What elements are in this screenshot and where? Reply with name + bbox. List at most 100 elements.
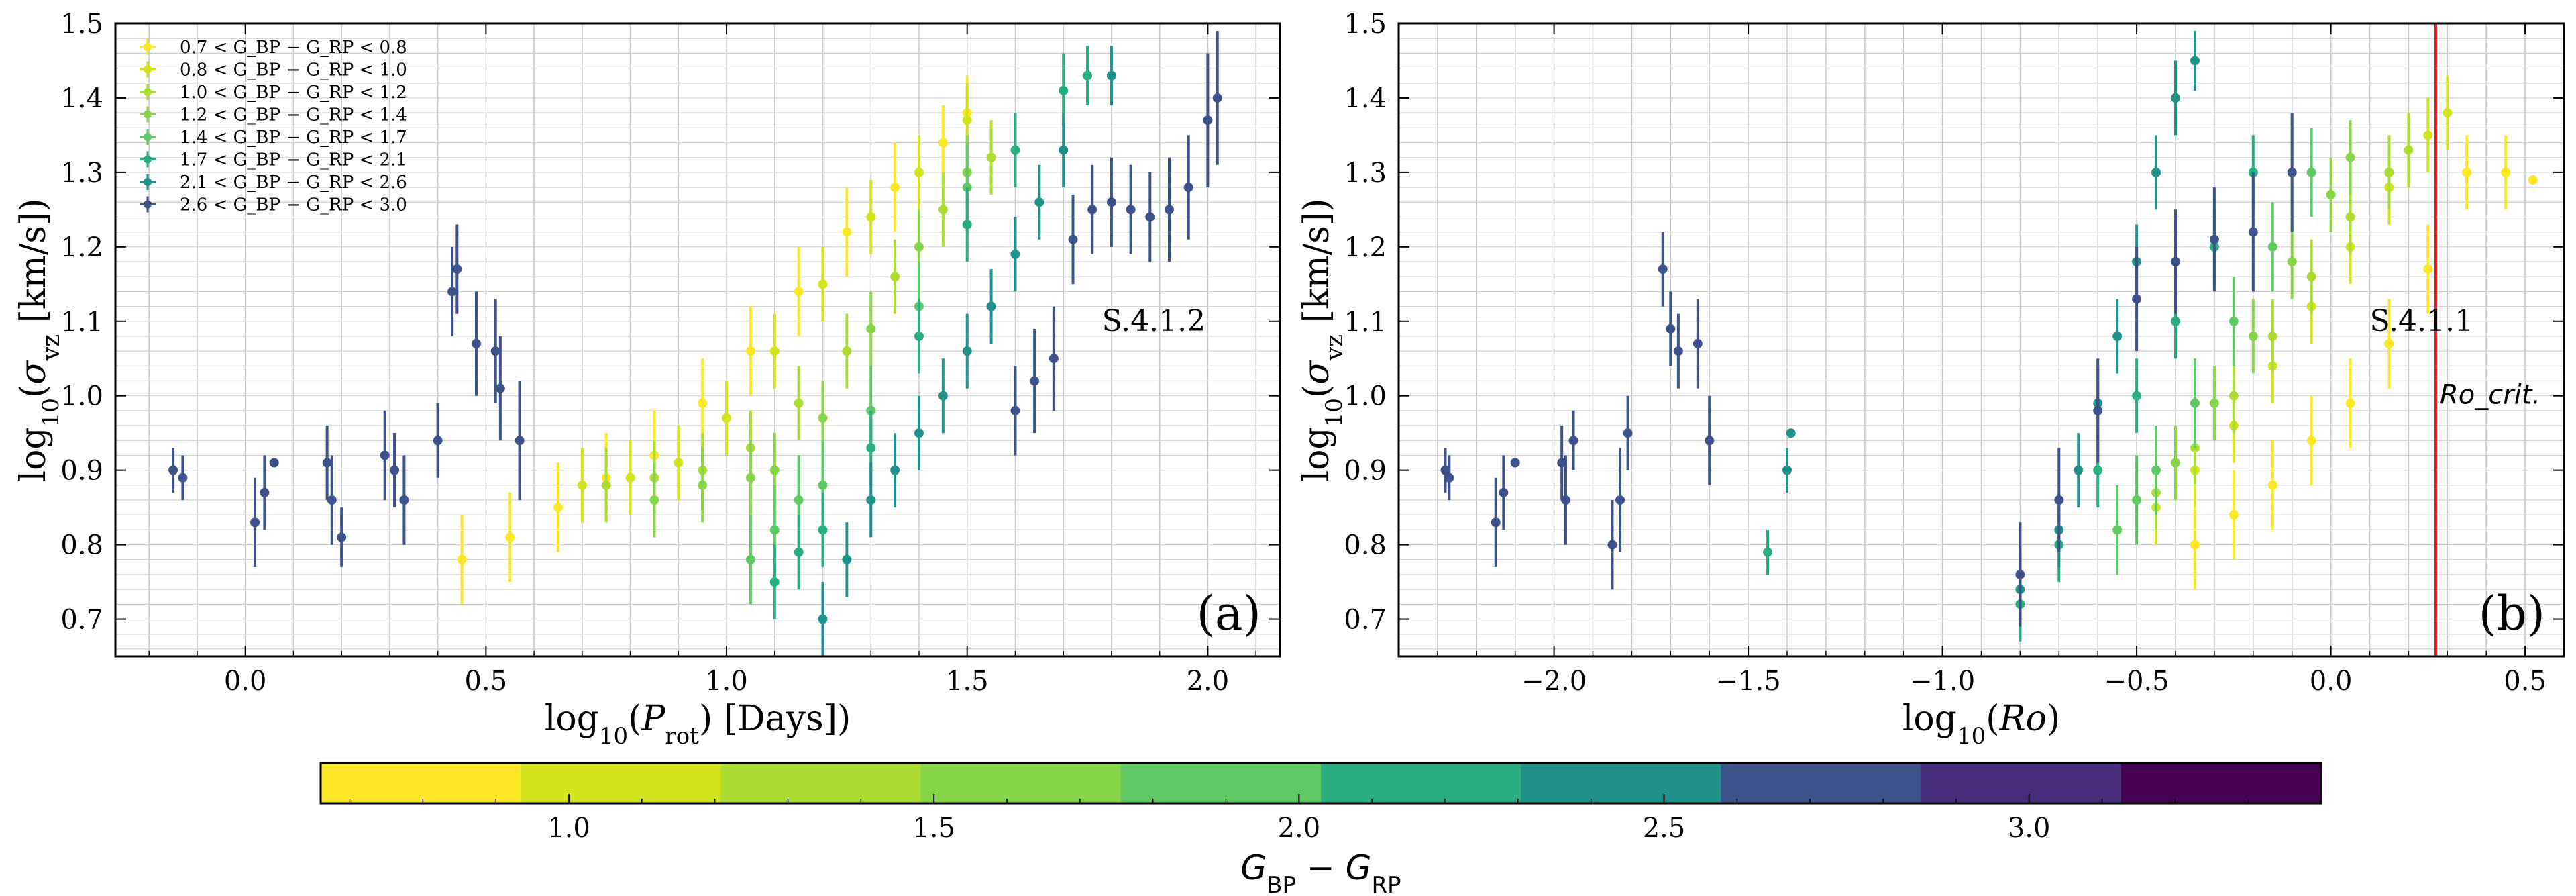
y-tick-label: 0.9 <box>1344 456 1387 487</box>
data-point <box>2384 339 2394 349</box>
x-tick-label: 0.5 <box>2504 666 2546 697</box>
colorbar-segment <box>1721 763 1922 803</box>
colorbar-label: GBP − GRP <box>1240 848 1401 896</box>
data-point <box>866 495 876 505</box>
data-point <box>2112 525 2123 535</box>
data-point <box>914 331 924 341</box>
data-point <box>625 472 635 483</box>
x-tick-label: −0.5 <box>2104 666 2169 697</box>
data-point <box>250 517 260 528</box>
data-point <box>2190 398 2200 408</box>
data-point <box>505 532 515 542</box>
grid <box>1398 23 2565 656</box>
data-point <box>818 614 828 624</box>
series-2 <box>577 83 972 523</box>
data-point <box>890 465 900 475</box>
data-point <box>962 346 972 356</box>
data-point <box>2528 175 2538 185</box>
colorbar-tick-label: 2.0 <box>1278 813 1321 844</box>
data-point <box>2171 316 2180 326</box>
data-point <box>178 472 188 483</box>
x-tick-label: 1.5 <box>946 666 989 697</box>
data-point <box>2229 510 2239 520</box>
x-tick-label: −1.0 <box>1910 666 1975 697</box>
data-point <box>769 525 780 535</box>
data-point <box>2093 405 2103 415</box>
series-5 <box>2112 128 2316 575</box>
data-point <box>2306 167 2316 177</box>
data-point <box>1203 115 1213 126</box>
data-point <box>1607 540 1617 550</box>
data-point <box>2345 212 2355 222</box>
data-point <box>2287 167 2297 177</box>
legend-entry: 1.7 < G_BP − G_RP < 2.1 <box>180 150 407 170</box>
x-tick-label: 1.0 <box>705 666 748 697</box>
data-point <box>769 465 780 475</box>
data-point <box>649 495 659 505</box>
data-point <box>2151 465 2161 475</box>
y-tick-label: 0.8 <box>60 530 103 561</box>
data-point <box>2287 257 2297 267</box>
data-point <box>890 183 900 193</box>
data-point <box>1560 495 1570 505</box>
y-tick-label: 1.1 <box>1344 307 1387 338</box>
data-point <box>2267 480 2277 490</box>
data-point <box>986 152 996 162</box>
y-tick-label: 0.8 <box>1344 530 1387 561</box>
x-tick-label: −2.0 <box>1521 666 1587 697</box>
data-point <box>1658 264 1668 275</box>
data-point <box>457 554 467 564</box>
data-point <box>794 495 804 505</box>
data-point <box>553 503 563 513</box>
data-point <box>2132 495 2142 505</box>
data-point <box>1059 145 1069 155</box>
colorbar-segment <box>521 763 721 803</box>
legend-entry: 0.8 < G_BP − G_RP < 1.0 <box>180 60 407 81</box>
data-point <box>472 339 482 349</box>
data-point <box>842 346 852 356</box>
data-point <box>818 525 828 535</box>
annotation: S.4.1.2 <box>1102 304 1206 338</box>
legend-marker <box>144 43 152 51</box>
colorbar-segment <box>321 763 521 803</box>
data-point <box>938 138 948 148</box>
data-point <box>1034 197 1044 207</box>
data-point <box>1010 145 1020 155</box>
y-tick-label: 1.2 <box>60 232 103 263</box>
data-point <box>2248 331 2258 341</box>
data-point <box>2248 227 2258 237</box>
data-point <box>794 547 804 557</box>
data-point <box>1049 354 1059 364</box>
data-point <box>452 264 462 275</box>
data-point <box>914 242 924 252</box>
data-point <box>490 346 500 356</box>
data-point <box>962 219 972 230</box>
data-point <box>2423 264 2433 275</box>
x-tick-label: 2.0 <box>1187 666 1230 697</box>
data-point <box>2345 152 2355 162</box>
colorbar-segment <box>720 763 922 803</box>
colorbar-tick-label: 1.0 <box>547 813 590 844</box>
data-point <box>2423 130 2433 140</box>
x-tick-label: −1.5 <box>1716 666 1781 697</box>
x-axis-label: log10(Prot) [Days]) <box>545 699 851 750</box>
data-point <box>1030 376 1040 386</box>
data-point <box>1010 405 1020 415</box>
colorbar: 1.0 1.5 2.0 2.5 3.0 GBP − GRP <box>319 762 2322 896</box>
data-point <box>914 167 924 177</box>
data-point <box>399 495 409 505</box>
y-tick-label: 1.1 <box>60 307 103 338</box>
legend-marker <box>144 88 152 96</box>
legend-marker <box>144 110 152 119</box>
data-point <box>2384 167 2394 177</box>
colorbar-segment <box>920 763 1122 803</box>
y-tick-label: 0.9 <box>60 456 103 487</box>
data-point <box>2326 190 2336 200</box>
data-point <box>1623 428 1633 438</box>
legend-marker <box>144 155 152 164</box>
data-point <box>938 391 948 401</box>
data-point <box>842 227 852 237</box>
y-tick-label: 1.5 <box>1344 9 1387 40</box>
data-point <box>433 436 443 446</box>
